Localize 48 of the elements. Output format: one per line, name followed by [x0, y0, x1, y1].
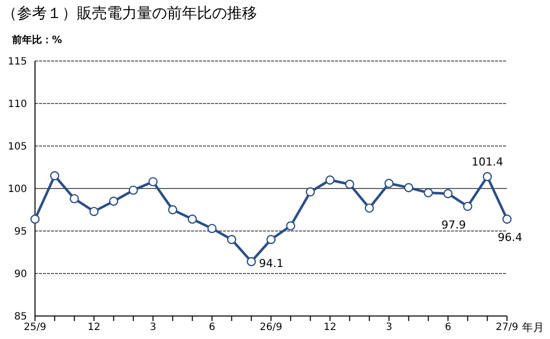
point [246, 257, 256, 266]
y-tick-label: 100 [8, 184, 27, 196]
point [70, 194, 79, 204]
x-tick-label: 3 [386, 322, 392, 334]
point [227, 234, 236, 244]
data-label: 101.4 [472, 156, 504, 169]
chart-title: （参考１）販売電力量の前年比の推移 [2, 4, 257, 23]
y-tick-label: 95 [14, 226, 27, 238]
point [325, 175, 335, 185]
point [463, 202, 472, 211]
x-tick-label: 6 [444, 322, 452, 334]
point [128, 186, 138, 195]
point [502, 214, 512, 224]
point [109, 196, 118, 206]
point [404, 183, 414, 192]
point [482, 172, 492, 182]
y-tick-label: 110 [8, 99, 27, 110]
point [424, 188, 433, 198]
point [286, 221, 296, 230]
point [168, 205, 178, 214]
x-tick-label: 3 [150, 322, 156, 334]
x-tick-label: 6 [208, 322, 216, 334]
y-tick-label: 105 [8, 142, 27, 153]
x-axis-title: 年月 [522, 320, 544, 335]
point [207, 224, 217, 234]
point [50, 171, 60, 180]
point [364, 203, 374, 213]
x-tick-label: 12 [88, 322, 100, 334]
x-tick-label: 25/9 [24, 322, 46, 334]
x-tick-label: 26/9 [260, 322, 282, 334]
point [148, 177, 158, 186]
x-tick-label: 12 [324, 322, 336, 334]
data-label: 97.9 [441, 218, 466, 232]
point [345, 180, 354, 189]
y-tick-label: 90 [14, 269, 27, 280]
y-tick-label: 85 [14, 312, 27, 323]
annotation: 94.1 [259, 257, 284, 270]
point [443, 189, 453, 198]
data-label: 96.4 [498, 231, 522, 244]
point [89, 206, 99, 216]
y-axis-title: 前年比：% [12, 34, 62, 47]
point [306, 187, 315, 196]
point [266, 234, 276, 244]
point [384, 178, 394, 188]
x-tick-label: 27/9 [496, 322, 518, 334]
point [188, 214, 197, 224]
point [30, 214, 40, 224]
y-tick-label: 115 [8, 56, 27, 68]
